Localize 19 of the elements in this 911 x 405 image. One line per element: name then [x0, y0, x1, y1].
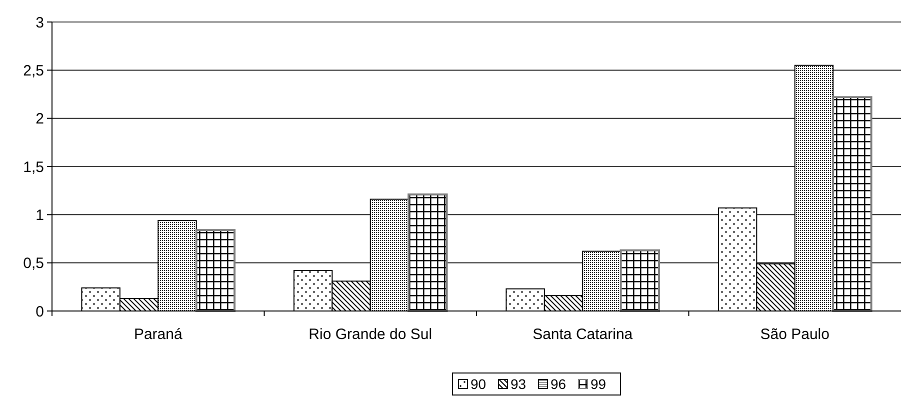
y-tick-label: 2,5: [23, 62, 44, 80]
legend-label: 93: [510, 376, 526, 392]
y-tick-label: 3: [36, 14, 44, 32]
y-tick-label: 1: [36, 206, 44, 224]
y-tick-label: 0,5: [23, 255, 44, 272]
bar: [408, 193, 448, 312]
y-tick-label: 1,5: [23, 158, 44, 176]
bar: [195, 229, 236, 312]
bar: [620, 249, 660, 312]
y-tick-label: 0: [36, 303, 44, 320]
x-tick-label: São Paulo: [760, 326, 830, 343]
legend-label: 99: [590, 376, 606, 392]
y-tick-label: 2: [36, 110, 44, 128]
legend-label: 96: [550, 376, 566, 392]
bar: [832, 96, 872, 312]
x-tick-label: Santa Catarina: [532, 326, 634, 343]
x-tick-label: Rio Grande do Sul: [308, 326, 432, 343]
legend-label: 90: [470, 376, 486, 392]
x-tick-label: Paraná: [134, 326, 183, 343]
